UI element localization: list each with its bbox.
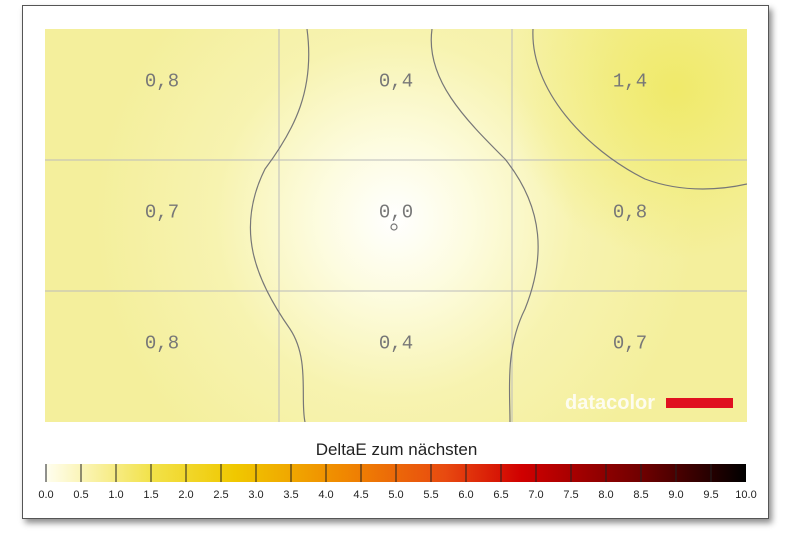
colorbar-tick-label: 10.0 — [735, 489, 756, 501]
colorbar-tick-label: 8.0 — [598, 489, 613, 501]
colorbar-tick-label: 6.0 — [458, 489, 473, 501]
colorbar-tick-label: 2.0 — [178, 489, 193, 501]
colorbar-title: DeltaE zum nächsten — [315, 440, 478, 459]
cell-value-label: 0,4 — [379, 333, 413, 355]
colorbar-tick-label: 5.0 — [388, 489, 403, 501]
colorbar-tick-label: 3.0 — [248, 489, 263, 501]
cell-value-label: 0,8 — [145, 333, 179, 355]
colorbar-tick-label: 4.5 — [353, 489, 368, 501]
colorbar-tick-label: 6.5 — [493, 489, 508, 501]
colorbar-tick-label: 0.5 — [73, 489, 88, 501]
contour-line — [532, 29, 747, 190]
cell-value-label: 0,8 — [145, 71, 179, 93]
colorbar-tick-label: 7.0 — [528, 489, 543, 501]
colorbar-tick-label: 1.5 — [143, 489, 158, 501]
cell-value-label: 0,7 — [613, 333, 647, 355]
cell-value-label: 1,4 — [613, 71, 647, 93]
colorbar-tick-label: 1.0 — [108, 489, 123, 501]
colorbar-tick-label: 9.5 — [703, 489, 718, 501]
colorbar-tick-label: 0.0 — [38, 489, 53, 501]
colorbar-tick-label: 7.5 — [563, 489, 578, 501]
datacolor-logo-text: datacolor — [565, 392, 655, 414]
colorbar-tick-label: 2.5 — [213, 489, 228, 501]
contour-line — [390, 223, 398, 231]
colorbar: 0.0 0.5 1.0 1.5 2.0 2.5 3.0 3.5 4.0 4.5 5.0 5.5 6.0 6… — [38, 464, 757, 501]
colorbar-tick-label: 4.0 — [318, 489, 333, 501]
colorbar-tick-label: 9.0 — [668, 489, 683, 501]
heatmap-hotspot — [45, 29, 747, 422]
contour-line — [430, 29, 539, 422]
colorbar-tick-label: 8.5 — [633, 489, 648, 501]
cell-value-label: 0,4 — [379, 71, 413, 93]
colorbar-tick-label: 3.5 — [283, 489, 298, 501]
datacolor-logo-bar — [666, 398, 733, 408]
contour-line — [249, 29, 310, 422]
cell-value-label: 0,7 — [145, 202, 179, 224]
colorbar-tick-label: 5.5 — [423, 489, 438, 501]
cell-value-label: 0,0 — [379, 202, 413, 224]
cell-value-label: 0,8 — [613, 202, 647, 224]
heatmap-plot: 0,8 0,4 1,4 0,7 0,0 0,8 0,8 0,4 0,7 datacolor — [45, 29, 747, 422]
